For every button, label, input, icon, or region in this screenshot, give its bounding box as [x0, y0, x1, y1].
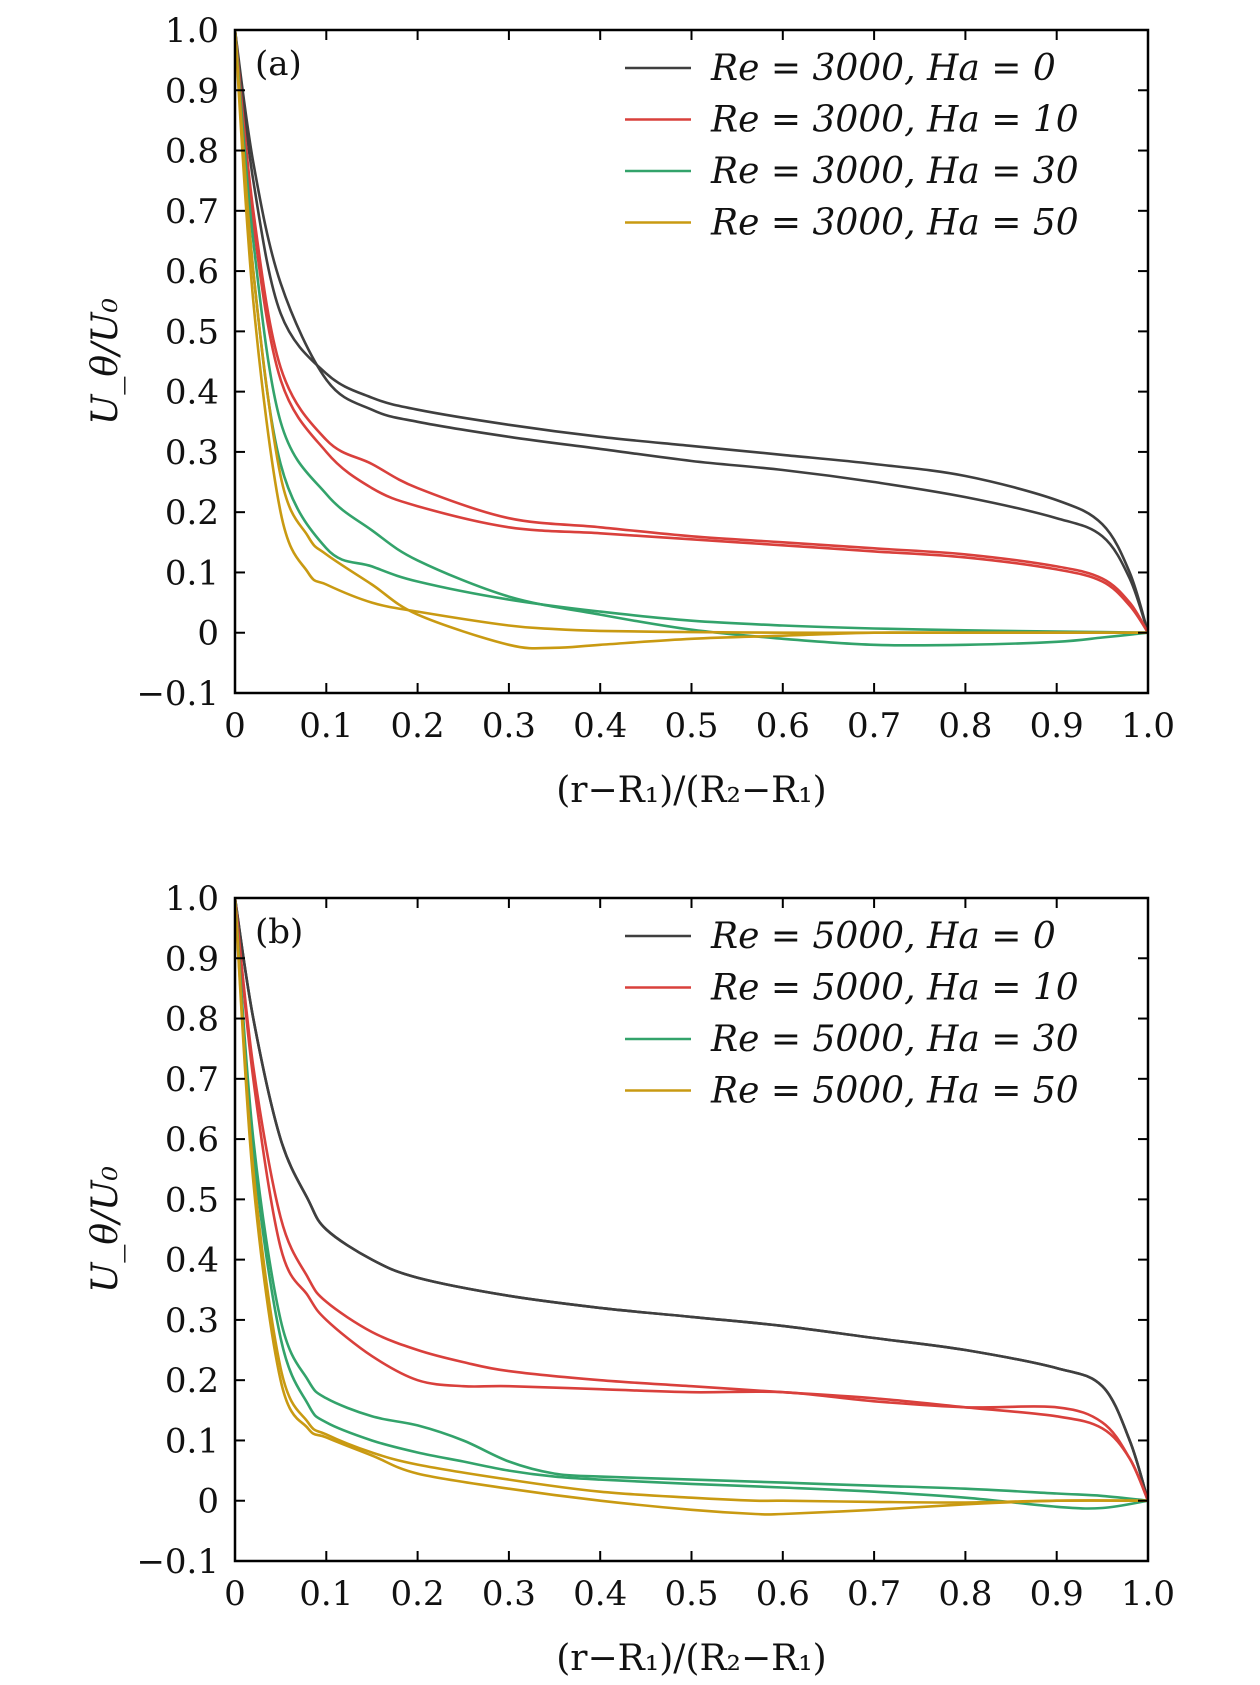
- series-line-1-lower: [235, 30, 1148, 634]
- legend-label: Re = 3000, Ha = 30: [710, 151, 1079, 192]
- y-tick-label: 0.4: [165, 373, 219, 413]
- x-tick-label: 0.9: [1030, 706, 1084, 746]
- x-tick-label: 0.4: [573, 1574, 627, 1614]
- x-tick-label: 0: [224, 706, 246, 746]
- y-tick-label: 1.0: [165, 879, 219, 919]
- legend-label: Re = 5000, Ha = 0: [710, 916, 1056, 957]
- y-tick-label: 0.8: [165, 1000, 219, 1040]
- x-axis-label: (r−R₁)/(R₂−R₁): [556, 770, 826, 811]
- x-tick-label: 0.1: [299, 1574, 353, 1614]
- legend-label: Re = 3000, Ha = 0: [710, 48, 1056, 89]
- legend: Re = 3000, Ha = 0 Re = 3000, Ha = 10 Re = …: [625, 48, 1079, 244]
- y-tick-label: 0.4: [165, 1241, 219, 1281]
- y-tick-label: 0: [197, 614, 219, 654]
- panel-b: 0 0.1 0.2 0.3 0.4 0.5 0.6 0.7 0.8 0.9 1.0−0.100.10…: [85, 879, 1175, 1679]
- panel-a: 0 0.1 0.2 0.3 0.4 0.5 0.6 0.7 0.8 0.9 1.0−0.100.10…: [85, 11, 1175, 811]
- legend-label: Re = 5000, Ha = 10: [710, 968, 1079, 1009]
- series-line-2-upper: [235, 30, 1148, 634]
- y-tick-label: 0.7: [165, 1060, 219, 1100]
- x-tick-label: 0.4: [573, 706, 627, 746]
- series-line-4-lower: [235, 898, 1148, 1516]
- y-tick-label: 0.3: [165, 433, 219, 473]
- x-tick-label: 0.3: [482, 1574, 536, 1614]
- panel-label: (a): [255, 44, 302, 84]
- series-line-1-upper: [235, 30, 1148, 634]
- y-tick-label: 0.9: [165, 71, 219, 111]
- y-tick-label: 0.2: [165, 493, 219, 533]
- x-tick-label: 0.2: [391, 1574, 445, 1614]
- y-tick-label: −0.1: [136, 674, 219, 714]
- y-axis-label: U_θ/U₀: [85, 1166, 126, 1293]
- series-line-2-upper: [235, 898, 1148, 1502]
- x-axis-label: (r−R₁)/(R₂−R₁): [556, 1638, 826, 1679]
- series-line-3-upper: [235, 898, 1148, 1502]
- y-tick-label: 0.1: [165, 553, 219, 593]
- series-line-1-lower: [235, 898, 1148, 1502]
- x-tick-label: 0.8: [938, 706, 992, 746]
- x-tick-label: 0.8: [938, 1574, 992, 1614]
- x-tick-label: 0.5: [664, 1574, 718, 1614]
- x-tick-label: 0.3: [482, 706, 536, 746]
- y-tick-label: 0.5: [165, 1180, 219, 1220]
- y-tick-label: 0.7: [165, 192, 219, 232]
- y-tick-label: 1.0: [165, 11, 219, 51]
- series-line-2-lower: [235, 898, 1148, 1502]
- x-tick-label: 0.6: [756, 706, 810, 746]
- x-tick-label: 0.5: [664, 706, 718, 746]
- x-tick-label: 0.2: [391, 706, 445, 746]
- y-tick-label: 0.3: [165, 1301, 219, 1341]
- x-tick-label: 0.9: [1030, 1574, 1084, 1614]
- series-group: [235, 898, 1148, 1516]
- y-tick-label: 0.8: [165, 132, 219, 172]
- y-tick-label: 0.1: [165, 1421, 219, 1461]
- x-tick-label: 0: [224, 1574, 246, 1614]
- y-tick-label: −0.1: [136, 1542, 219, 1582]
- series-line-2-lower: [235, 30, 1148, 634]
- y-axis-label: U_θ/U₀: [85, 298, 126, 425]
- y-tick-label: 0.2: [165, 1361, 219, 1401]
- legend-label: Re = 3000, Ha = 10: [710, 100, 1079, 141]
- y-tick-label: 0.6: [165, 1120, 219, 1160]
- x-tick-label: 1.0: [1121, 1574, 1175, 1614]
- series-line-3-lower: [235, 898, 1148, 1510]
- legend-label: Re = 5000, Ha = 30: [710, 1019, 1079, 1060]
- x-tick-label: 0.7: [847, 1574, 901, 1614]
- x-tick-label: 0.1: [299, 706, 353, 746]
- series-group: [235, 30, 1148, 650]
- y-tick-label: 0: [197, 1482, 219, 1522]
- legend-label: Re = 3000, Ha = 50: [710, 203, 1079, 244]
- series-line-4-lower: [235, 30, 1148, 635]
- legend-label: Re = 5000, Ha = 50: [710, 1071, 1079, 1112]
- panel-label: (b): [255, 912, 303, 952]
- y-tick-label: 0.6: [165, 252, 219, 292]
- legend: Re = 5000, Ha = 0 Re = 5000, Ha = 10 Re = …: [625, 916, 1079, 1112]
- y-tick-label: 0.9: [165, 939, 219, 979]
- y-tick-label: 0.5: [165, 312, 219, 352]
- x-tick-label: 0.7: [847, 706, 901, 746]
- series-line-4-upper: [235, 898, 1148, 1504]
- series-line-3-upper: [235, 30, 1148, 647]
- x-tick-label: 0.6: [756, 1574, 810, 1614]
- x-tick-label: 1.0: [1121, 706, 1175, 746]
